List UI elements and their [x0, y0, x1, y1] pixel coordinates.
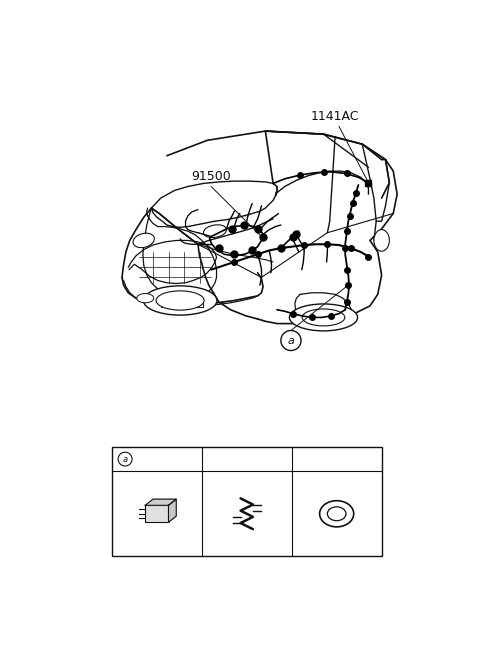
- Ellipse shape: [137, 293, 154, 303]
- Bar: [145, 505, 168, 522]
- Polygon shape: [145, 499, 176, 505]
- Ellipse shape: [289, 304, 358, 331]
- Text: a: a: [288, 335, 294, 346]
- Text: 91588A: 91588A: [225, 454, 268, 464]
- Ellipse shape: [204, 225, 227, 237]
- Text: a: a: [122, 455, 128, 464]
- Circle shape: [118, 452, 132, 466]
- Ellipse shape: [156, 291, 204, 310]
- Text: 91818B: 91818B: [133, 454, 176, 464]
- Ellipse shape: [302, 309, 345, 326]
- Circle shape: [281, 331, 301, 350]
- Ellipse shape: [320, 501, 354, 527]
- Ellipse shape: [327, 507, 346, 521]
- Polygon shape: [168, 499, 176, 522]
- Bar: [161, 298, 204, 308]
- Bar: [112, 447, 382, 556]
- Ellipse shape: [133, 233, 155, 248]
- Text: 91500: 91500: [191, 170, 231, 182]
- Text: 91713: 91713: [319, 454, 354, 464]
- Ellipse shape: [144, 286, 217, 315]
- Ellipse shape: [374, 230, 389, 251]
- Text: 1141AC: 1141AC: [311, 110, 360, 123]
